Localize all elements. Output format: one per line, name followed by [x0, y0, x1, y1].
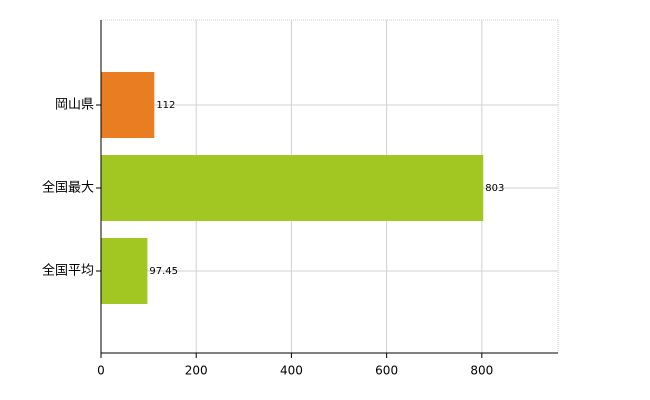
bar	[101, 155, 484, 221]
x-tick-label: 600	[375, 364, 398, 378]
x-tick-label: 800	[470, 364, 493, 378]
y-tick-label: 全国最大	[42, 180, 94, 196]
bar	[101, 238, 148, 304]
bar	[101, 72, 155, 138]
y-tick-label: 岡山県	[55, 98, 94, 113]
y-tick-label: 全国平均	[42, 263, 94, 279]
x-tick-label: 400	[280, 364, 303, 378]
value-label: 97.45	[149, 266, 178, 277]
x-tick-label: 200	[185, 364, 208, 378]
value-label: 112	[156, 100, 175, 111]
x-tick-label: 0	[97, 364, 105, 378]
value-label: 803	[485, 183, 504, 194]
